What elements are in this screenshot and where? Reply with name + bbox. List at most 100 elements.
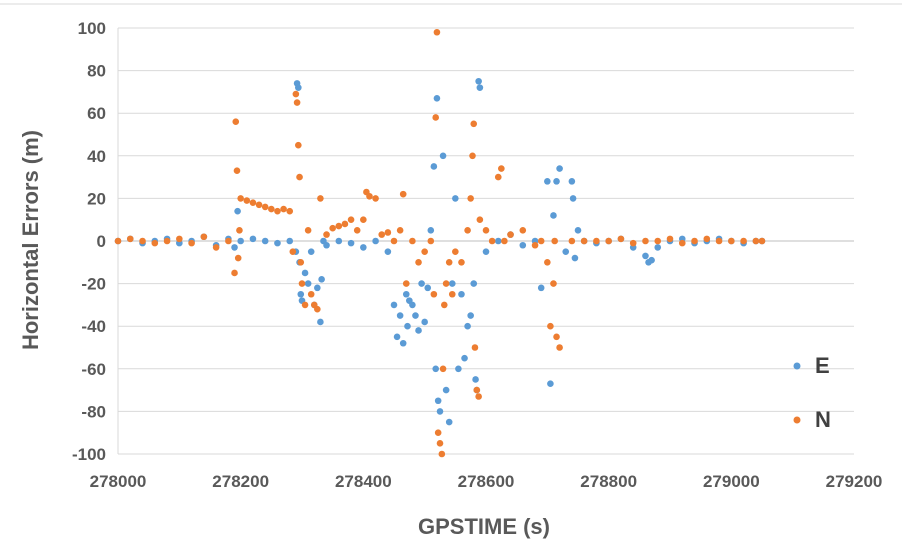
data-point-n — [323, 231, 330, 238]
data-point-e — [295, 84, 302, 91]
data-point-n — [304, 227, 312, 234]
y-tick-label: -60 — [81, 360, 106, 379]
data-point-e — [470, 280, 478, 287]
data-point-n — [314, 305, 321, 313]
data-point-e — [430, 163, 438, 170]
data-point-n — [464, 227, 471, 234]
data-point-e — [412, 312, 419, 319]
data-point-n — [421, 248, 428, 255]
data-point-n — [544, 259, 551, 266]
data-point-n — [286, 207, 294, 215]
data-point-e — [455, 365, 462, 373]
data-point-e — [464, 322, 471, 330]
y-tick-label: 20 — [87, 189, 106, 208]
data-point-e — [317, 318, 324, 326]
data-point-e — [553, 178, 560, 185]
data-point-n — [728, 237, 735, 245]
x-tick-label: 279200 — [826, 472, 883, 491]
data-point-n — [301, 301, 309, 309]
data-point-e — [439, 152, 447, 160]
data-point-n — [580, 237, 588, 245]
data-point-e — [249, 235, 257, 243]
y-tick-label: 80 — [87, 62, 106, 81]
data-point-n — [470, 120, 478, 128]
data-point-e — [461, 354, 468, 362]
data-point-n — [432, 114, 440, 121]
data-point-e — [562, 248, 570, 255]
data-point-e — [550, 212, 557, 219]
data-point-e — [261, 237, 269, 245]
data-point-n — [298, 280, 306, 287]
data-point-n — [617, 235, 625, 243]
data-point-n — [233, 167, 241, 175]
data-point-n — [501, 237, 508, 245]
data-point-n — [568, 237, 576, 245]
data-point-e — [399, 339, 407, 347]
data-point-n — [237, 195, 244, 202]
data-point-n — [482, 227, 490, 234]
data-point-n — [261, 203, 269, 211]
data-point-n — [471, 344, 479, 351]
data-point-n — [292, 90, 300, 98]
data-point-n — [126, 235, 134, 243]
data-point-n — [642, 237, 649, 245]
data-point-e — [452, 195, 459, 202]
y-tick-label: -40 — [81, 317, 106, 336]
data-point-e — [442, 386, 450, 394]
data-point-n — [430, 290, 438, 298]
data-point-e — [335, 237, 343, 245]
data-point-n — [434, 429, 442, 437]
data-point-e — [476, 84, 484, 91]
data-point-e — [519, 241, 527, 249]
data-point-n — [427, 237, 435, 245]
data-point-e — [396, 312, 404, 319]
data-point-e — [458, 290, 465, 298]
data-point-n — [715, 237, 723, 245]
data-point-n — [176, 235, 183, 243]
data-point-n — [163, 237, 171, 245]
data-point-e — [421, 318, 428, 326]
data-point-n — [280, 205, 287, 213]
data-point-n — [151, 239, 159, 247]
x-tick-label: 278800 — [580, 472, 637, 491]
data-point-n — [296, 173, 303, 181]
data-point-e — [390, 301, 398, 309]
data-point-n — [236, 227, 243, 234]
legend-label-n: N — [815, 407, 831, 432]
data-point-n — [335, 222, 343, 230]
series-e-points — [114, 77, 766, 426]
x-tick-label: 278200 — [212, 472, 269, 491]
y-tick-label: -80 — [81, 402, 106, 421]
data-point-e — [433, 94, 441, 102]
y-tick-label: 100 — [78, 19, 106, 38]
data-point-n — [232, 118, 240, 126]
data-point-e — [372, 237, 379, 245]
y-tick-label: 0 — [97, 232, 106, 251]
data-point-n — [341, 220, 349, 228]
data-point-n — [469, 152, 476, 160]
x-tick-labels: 278000 278200 278400 278600 278800 279000 2792… — [90, 472, 883, 491]
data-point-n — [458, 259, 465, 266]
data-point-n — [498, 165, 505, 172]
data-point-e — [314, 284, 321, 292]
data-point-n — [353, 227, 361, 234]
data-point-n — [494, 173, 502, 181]
data-point-n — [439, 365, 447, 373]
data-point-n — [445, 259, 453, 266]
data-point-e — [445, 418, 453, 426]
data-point-e — [547, 380, 554, 388]
data-point-n — [409, 237, 416, 245]
data-point-n — [396, 227, 404, 234]
data-point-e — [409, 301, 416, 309]
data-point-e — [568, 178, 576, 185]
data-point-n — [550, 280, 557, 287]
data-point-n — [295, 141, 302, 149]
data-point-n — [234, 254, 242, 262]
data-point-n — [740, 237, 747, 245]
data-point-e — [301, 269, 309, 277]
data-point-n — [255, 201, 263, 209]
data-point-e — [544, 178, 551, 185]
